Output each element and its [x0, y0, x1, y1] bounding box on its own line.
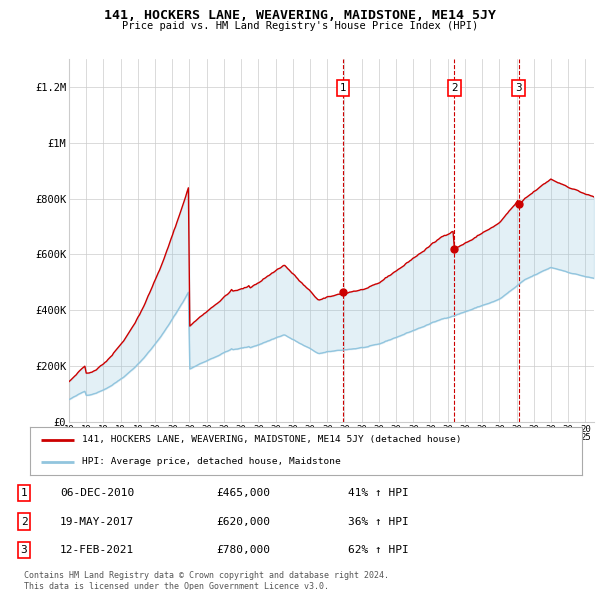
Text: 62% ↑ HPI: 62% ↑ HPI: [348, 545, 409, 555]
Text: 2: 2: [20, 517, 28, 526]
Text: Price paid vs. HM Land Registry's House Price Index (HPI): Price paid vs. HM Land Registry's House …: [122, 21, 478, 31]
Text: 141, HOCKERS LANE, WEAVERING, MAIDSTONE, ME14 5JY (detached house): 141, HOCKERS LANE, WEAVERING, MAIDSTONE,…: [82, 435, 462, 444]
Text: This data is licensed under the Open Government Licence v3.0.: This data is licensed under the Open Gov…: [24, 582, 329, 590]
Text: £465,000: £465,000: [216, 488, 270, 498]
Text: 3: 3: [515, 83, 522, 93]
Text: 12-FEB-2021: 12-FEB-2021: [60, 545, 134, 555]
Text: HPI: Average price, detached house, Maidstone: HPI: Average price, detached house, Maid…: [82, 457, 341, 466]
Text: £780,000: £780,000: [216, 545, 270, 555]
Text: 41% ↑ HPI: 41% ↑ HPI: [348, 488, 409, 498]
Text: 3: 3: [20, 545, 28, 555]
Text: 06-DEC-2010: 06-DEC-2010: [60, 488, 134, 498]
Text: Contains HM Land Registry data © Crown copyright and database right 2024.: Contains HM Land Registry data © Crown c…: [24, 571, 389, 580]
Text: 141, HOCKERS LANE, WEAVERING, MAIDSTONE, ME14 5JY: 141, HOCKERS LANE, WEAVERING, MAIDSTONE,…: [104, 9, 496, 22]
Text: £620,000: £620,000: [216, 517, 270, 526]
Text: 19-MAY-2017: 19-MAY-2017: [60, 517, 134, 526]
Text: 2: 2: [451, 83, 458, 93]
Text: 1: 1: [340, 83, 346, 93]
Text: 1: 1: [20, 488, 28, 498]
Text: 36% ↑ HPI: 36% ↑ HPI: [348, 517, 409, 526]
